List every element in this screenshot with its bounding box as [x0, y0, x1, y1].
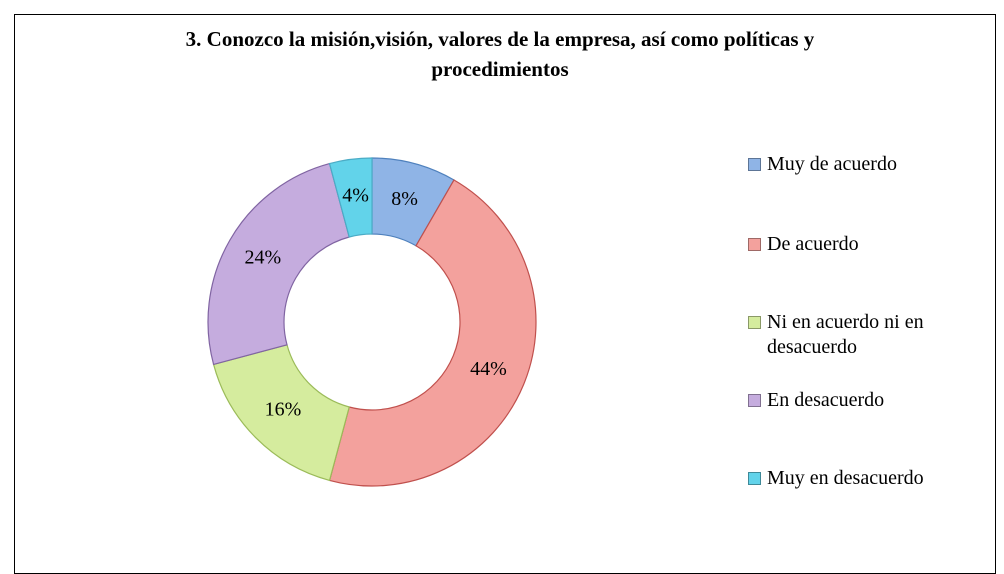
data-label: 44%	[470, 358, 507, 380]
data-label: 24%	[245, 247, 282, 269]
legend-label: De acuerdo	[767, 233, 859, 255]
slice	[328, 179, 537, 487]
legend-item: En desacuerdo	[748, 388, 992, 413]
legend-swatch	[748, 394, 761, 407]
chart-title: 3. Conozco la misión,visión, valores de …	[185, 27, 815, 81]
legend-swatch	[748, 472, 761, 485]
legend-item: De acuerdo	[748, 232, 992, 257]
data-label: 8%	[391, 188, 418, 210]
legend-item: Muy de acuerdo	[748, 152, 992, 177]
data-label: 16%	[265, 399, 302, 421]
legend-item: Muy en desacuerdo	[748, 466, 992, 491]
legend-label: Ni en acuerdo ni en desacuerdo	[767, 311, 924, 358]
legend-swatch	[748, 316, 761, 329]
legend-label: Muy de acuerdo	[767, 153, 897, 175]
slice	[207, 162, 350, 366]
data-label: 4%	[342, 185, 369, 207]
slice	[212, 344, 350, 482]
legend-swatch	[748, 238, 761, 251]
legend-item: Ni en acuerdo ni en desacuerdo	[748, 310, 992, 360]
legend-swatch	[748, 158, 761, 171]
slice	[328, 157, 373, 238]
legend-label: En desacuerdo	[767, 389, 885, 411]
legend-label: Muy en desacuerdo	[767, 467, 924, 489]
